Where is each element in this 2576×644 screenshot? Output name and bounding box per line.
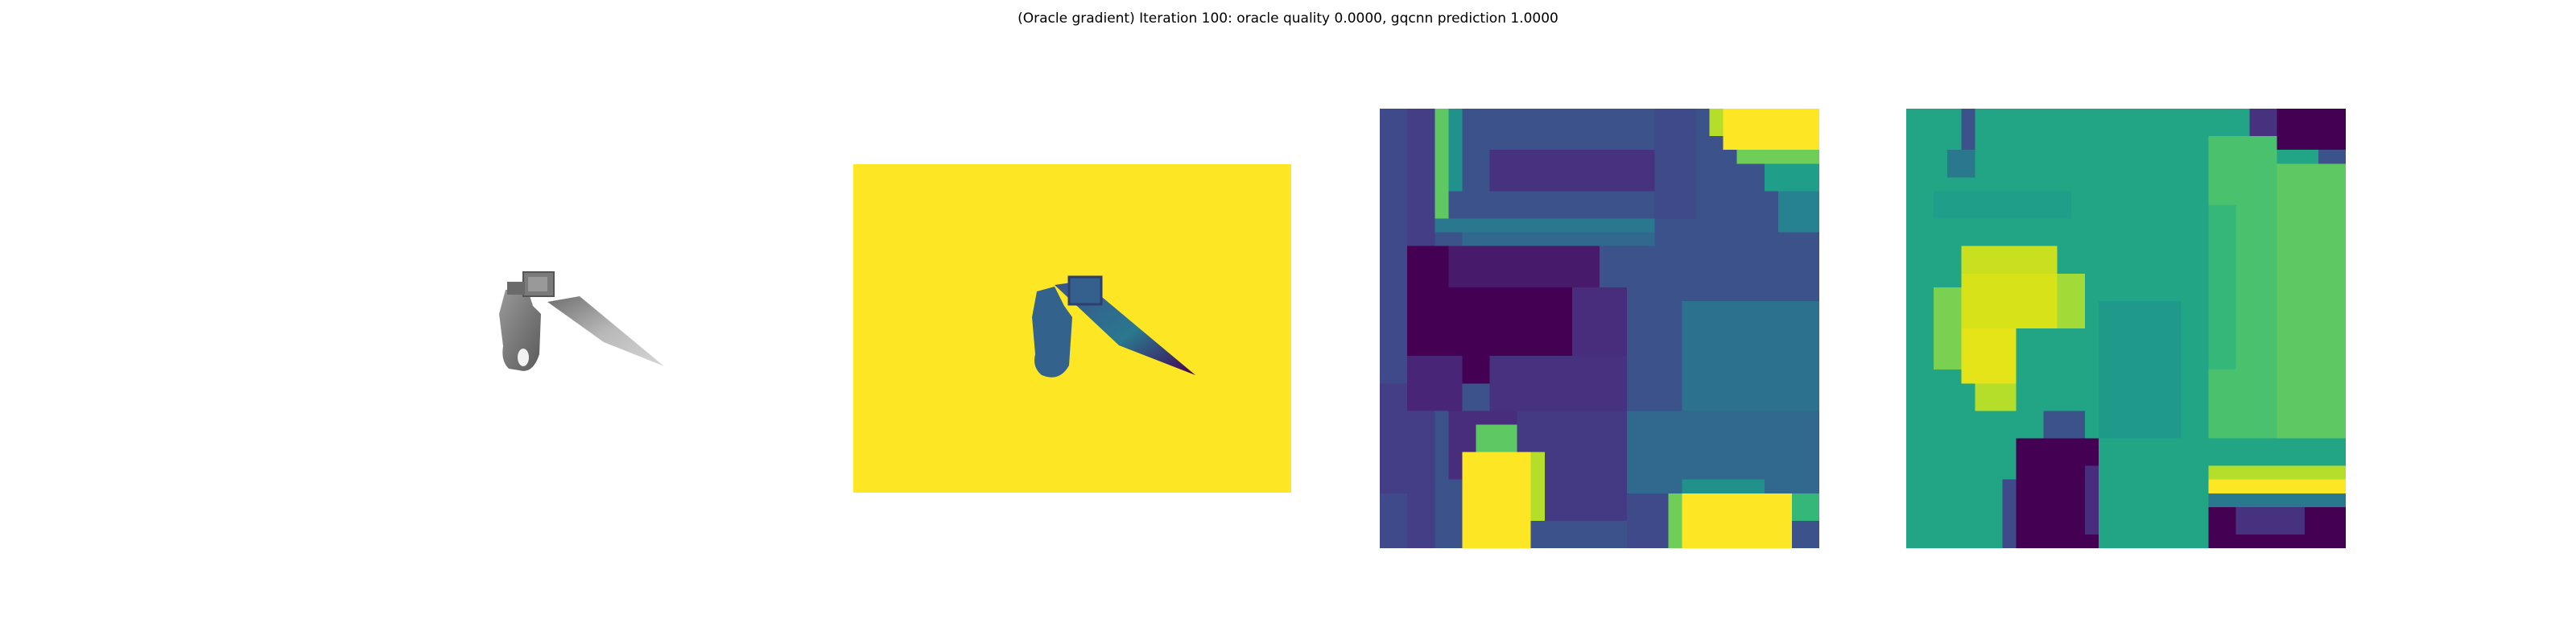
depth-background xyxy=(853,164,1291,493)
object-body xyxy=(499,288,541,371)
gradient-crop-image xyxy=(1906,109,2346,548)
rendered-object-drawing xyxy=(499,271,664,371)
depth-object-block xyxy=(1067,275,1103,306)
depth-image-drawing xyxy=(853,164,1291,493)
object-hole xyxy=(518,349,529,366)
depth-image xyxy=(853,164,1291,493)
object-blade xyxy=(547,296,664,366)
figure-title: (Oracle gradient) Iteration 100: oracle … xyxy=(1018,10,1558,27)
depth-object-hole xyxy=(1072,340,1085,362)
depth-crop-drawing xyxy=(1380,109,1819,548)
depth-object-body xyxy=(1032,287,1072,378)
rendered-object-image xyxy=(483,258,676,386)
depth-crop-image xyxy=(1380,109,1819,548)
gradient-crop-drawing xyxy=(1906,109,2346,548)
